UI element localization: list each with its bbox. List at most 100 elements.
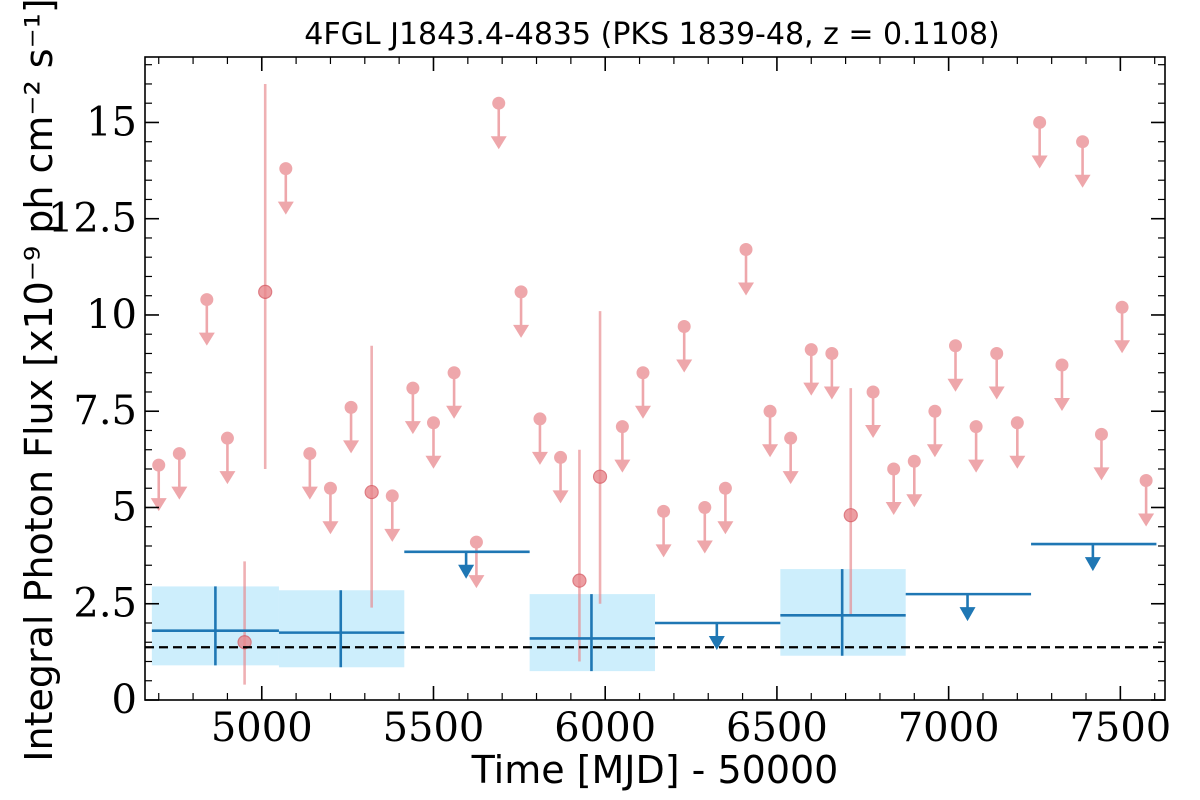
monthly-detection-point [237, 635, 252, 650]
monthly-upper-limit [277, 162, 294, 215]
monthly-upper-limit [343, 400, 360, 454]
monthly-detection-point [843, 508, 858, 523]
axes: 5000 5500 6000 6500 7000 7500 0 2.5 5 7.5 10 12.5 15 [48, 57, 1171, 751]
monthly-upper-limit [738, 243, 755, 296]
monthly-detection [572, 449, 587, 662]
monthly-ul-arrow [968, 459, 985, 473]
x-tick-label: 7500 [1069, 705, 1171, 751]
monthly-ul-arrow [988, 386, 1005, 400]
monthly-ul-arrow [425, 455, 442, 469]
monthly-ul-arrow [1074, 174, 1091, 188]
monthly-ul-arrow [552, 490, 569, 504]
monthly-upper-limit [1138, 474, 1155, 527]
monthly-detection [843, 388, 858, 616]
yearly-upper-limit [905, 592, 1032, 622]
yearly-upper-limit [655, 621, 781, 650]
monthly-detection [364, 345, 379, 608]
x-tick-label: 6000 [554, 705, 656, 751]
x-tick-label: 6500 [726, 705, 828, 751]
monthly-upper-limit [531, 412, 548, 465]
monthly-ul-arrow [738, 282, 755, 296]
y-tick-label: 15 [86, 99, 137, 145]
yearly-ul-arrow [1084, 557, 1101, 572]
yearly-detection [780, 569, 906, 656]
monthly-ul-arrow [404, 421, 421, 435]
monthly-upper-limit [655, 504, 672, 558]
monthly-ul-arrow [614, 459, 631, 473]
monthly-ul-arrow [1138, 513, 1155, 527]
y-tick-label: 0 [112, 677, 137, 723]
monthly-ul-arrow [676, 359, 693, 373]
monthly-upper-limit [198, 293, 215, 346]
monthly-ul-arrow [301, 486, 318, 500]
monthly-upper-limit [171, 447, 188, 500]
monthly-upper-limit [1074, 135, 1091, 188]
yearly-detection [529, 594, 655, 672]
monthly-detection-point [592, 469, 608, 484]
monthly-ul-arrow [634, 405, 651, 419]
monthly-upper-limit [782, 431, 799, 485]
monthly-upper-limit [425, 416, 442, 469]
monthly-detection [258, 83, 273, 469]
y-tick-label: 12.5 [48, 196, 137, 242]
monthly-upper-limit [614, 420, 631, 473]
monthly-detection [237, 561, 252, 685]
monthly-upper-limit [322, 481, 339, 535]
monthly-ul-arrow [513, 324, 530, 338]
y-tick-label: 10 [86, 292, 137, 338]
monthly-upper-limit [906, 454, 923, 508]
monthly-ul-arrow [446, 405, 463, 419]
x-tick-label: 7000 [898, 705, 1000, 751]
monthly-ul-arrow [150, 498, 167, 512]
monthly-ul-arrow [655, 544, 672, 558]
monthly-ul-arrow [1053, 398, 1070, 412]
monthly-upper-limit [490, 96, 507, 150]
monthly-ul-arrow [1093, 467, 1110, 481]
monthly-ul-arrow [322, 521, 339, 535]
yearly-ul-arrow [458, 564, 475, 579]
monthly-upper-limit [384, 489, 401, 542]
monthly-ul-arrow [343, 440, 360, 454]
y-axis-label: Integral Photon Flux [x10⁻⁹ ph cm⁻² s⁻¹] [17, 0, 61, 762]
monthly-ul-arrow [198, 332, 215, 346]
monthly-upper-limit [1093, 427, 1110, 481]
y-tick-label: 5 [112, 484, 137, 530]
plot-area [145, 83, 1165, 685]
yearly-detection [151, 586, 279, 666]
monthly-ul-point [739, 243, 753, 257]
monthly-ul-arrow [171, 486, 188, 500]
monthly-ul-arrow [717, 521, 734, 535]
monthly-ul-arrow [926, 444, 943, 458]
monthly-upper-limit [947, 339, 964, 392]
monthly-upper-limit [823, 346, 840, 400]
monthly-upper-limit [468, 535, 485, 589]
yearly-ul-arrow [708, 635, 725, 650]
yearly-upper-limit [1031, 542, 1157, 572]
monthly-ul-arrow [823, 386, 840, 400]
monthly-ul-arrow [947, 378, 964, 392]
chart-title: 4FGL J1843.4-4835 (PKS 1839-48, z = 0.11… [304, 17, 999, 52]
monthly-upper-limit [150, 458, 167, 512]
monthly-upper-limit [634, 366, 651, 419]
monthly-upper-limit [926, 404, 943, 458]
monthly-ul-arrow [1114, 340, 1131, 354]
monthly-ul-arrow [696, 540, 713, 554]
monthly-upper-limit [803, 343, 820, 396]
monthly-ul-arrow [490, 136, 507, 150]
monthly-ul-arrow [906, 494, 923, 508]
y-tick-label: 2.5 [73, 581, 137, 627]
x-tick-label: 5000 [211, 705, 313, 751]
monthly-ul-arrow [384, 528, 401, 542]
monthly-upper-limit [1031, 115, 1048, 169]
monthly-detection-point [258, 284, 273, 299]
yearly-ul-arrow [959, 607, 976, 622]
y-tick-label: 7.5 [73, 388, 137, 434]
monthly-upper-limit [885, 462, 902, 515]
monthly-ul-arrow [277, 201, 294, 215]
monthly-ul-arrow [1031, 155, 1048, 169]
monthly-upper-limit [696, 500, 713, 554]
monthly-upper-limit [717, 481, 734, 535]
monthly-upper-limit [968, 420, 985, 473]
yearly-detection [278, 590, 405, 668]
